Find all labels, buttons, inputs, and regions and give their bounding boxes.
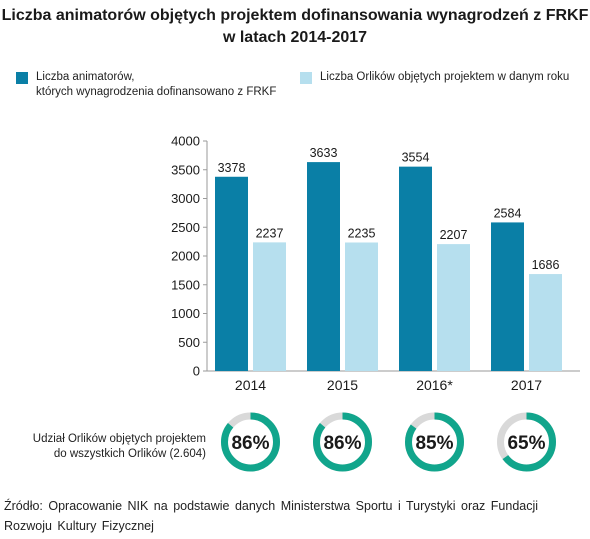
donut-percent-label: 85% bbox=[415, 433, 453, 454]
source-note: Źródło: Opracowanie NIK na podstawie dan… bbox=[4, 499, 539, 533]
chart-title-line2: w latach 2014-2017 bbox=[222, 29, 368, 46]
chart-title-line1: Liczba animatorów objętych projektem dof… bbox=[1, 7, 589, 24]
y-tick-label: 3500 bbox=[171, 162, 200, 177]
legend-swatch-series2 bbox=[300, 72, 312, 84]
bar-series1 bbox=[491, 222, 524, 371]
y-tick-label: 0 bbox=[193, 364, 200, 379]
donut-percent-label: 86% bbox=[231, 433, 269, 454]
x-tick-label: 2015 bbox=[327, 377, 358, 393]
legend-label-series1-line1: Liczba animatorów, bbox=[36, 71, 135, 83]
donut-ring-share bbox=[497, 412, 556, 472]
x-tick-label: 2017 bbox=[511, 377, 542, 393]
donut-ring-share bbox=[405, 412, 464, 472]
data-label-series2: 1686 bbox=[532, 258, 560, 272]
data-label-series1: 3554 bbox=[402, 151, 430, 165]
data-label-series1: 3378 bbox=[218, 161, 246, 175]
data-label-series2: 2235 bbox=[348, 226, 376, 240]
y-tick-label: 3000 bbox=[171, 191, 200, 206]
share-label-line2: do wszystkich Orlików (2.604) bbox=[53, 448, 206, 460]
y-tick-label: 500 bbox=[178, 335, 200, 350]
y-tick-label: 1000 bbox=[171, 306, 200, 321]
bar-series2 bbox=[529, 274, 562, 371]
share-label-line1: Udział Orlików objętych projektem bbox=[32, 433, 206, 445]
donut-ring-share bbox=[313, 412, 372, 472]
donut-ring-share bbox=[221, 412, 280, 472]
bar-series1 bbox=[215, 176, 248, 371]
y-tick-label: 2000 bbox=[171, 249, 200, 264]
legend-swatch-series1 bbox=[16, 72, 28, 84]
donut-percent-label: 65% bbox=[507, 433, 545, 454]
legend-label-series1-line2: których wynagrodzenia dofinansowano z FR… bbox=[36, 86, 277, 98]
data-label-series2: 2207 bbox=[440, 228, 468, 242]
y-tick-label: 1500 bbox=[171, 277, 200, 292]
y-tick-label: 2500 bbox=[171, 220, 200, 235]
legend-label-series2: Liczba Orlików objętych projektem w dany… bbox=[320, 71, 570, 83]
bar-series1 bbox=[399, 166, 432, 371]
data-label-series1: 3633 bbox=[310, 146, 338, 160]
x-tick-label: 2016* bbox=[416, 377, 453, 393]
bar-series2 bbox=[437, 244, 470, 371]
y-tick-label: 4000 bbox=[171, 134, 200, 149]
bar-series1 bbox=[307, 162, 340, 371]
x-tick-label: 2014 bbox=[235, 377, 266, 393]
data-label-series1: 2584 bbox=[494, 206, 522, 220]
data-label-series2: 2237 bbox=[256, 226, 284, 240]
donut-percent-label: 86% bbox=[323, 433, 361, 454]
bar-series2 bbox=[253, 242, 286, 371]
bar-series2 bbox=[345, 242, 378, 371]
